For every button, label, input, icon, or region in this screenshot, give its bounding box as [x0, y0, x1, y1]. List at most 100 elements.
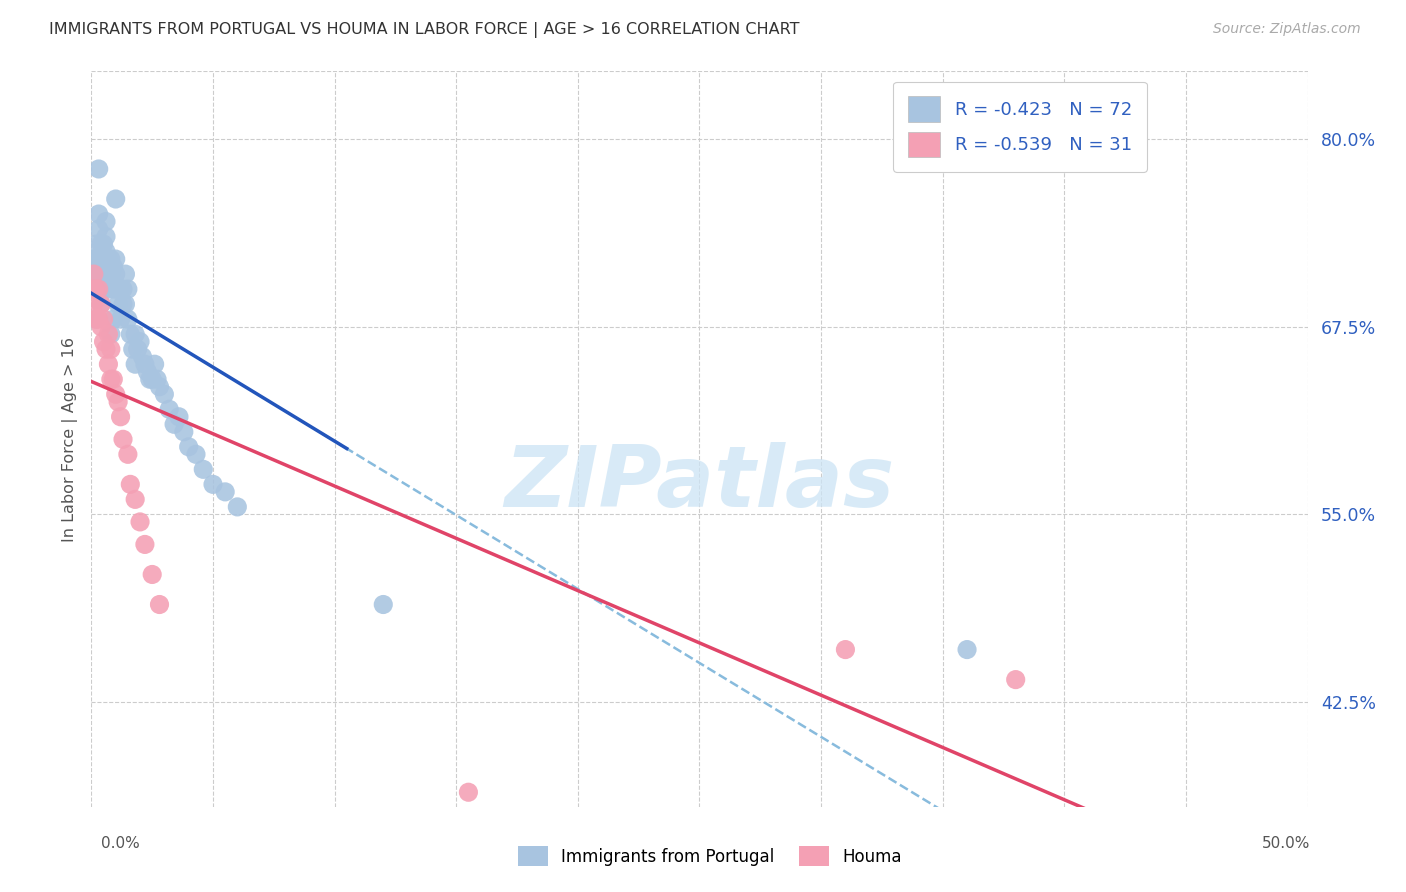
Point [110, 409, 132, 424]
Point [93, 312, 115, 326]
Point [84, 282, 107, 296]
Point [117, 447, 139, 461]
Point [110, 312, 132, 326]
Point [87, 252, 110, 266]
Point [93, 252, 115, 266]
Point [97, 267, 120, 281]
Text: 0.0%: 0.0% [101, 836, 141, 851]
Point [373, 598, 395, 612]
Point [94, 244, 117, 259]
Point [834, 642, 856, 657]
Point [104, 267, 127, 281]
Point [120, 327, 142, 342]
Point [103, 372, 125, 386]
Point [129, 515, 152, 529]
Point [202, 477, 225, 491]
Point [103, 312, 125, 326]
Point [90, 252, 112, 266]
Point [193, 462, 215, 476]
Point [139, 372, 162, 386]
Point [111, 433, 134, 447]
Point [114, 267, 136, 281]
Point [100, 327, 122, 342]
Point [97, 357, 120, 371]
Point [111, 282, 134, 296]
Point [83, 297, 105, 311]
Point [153, 387, 176, 401]
Point [226, 500, 249, 514]
Point [87, 161, 110, 176]
Point [173, 425, 195, 439]
Point [129, 334, 152, 349]
Point [84, 312, 107, 326]
Point [97, 327, 120, 342]
Point [90, 319, 112, 334]
Point [90, 297, 112, 311]
Point [104, 192, 127, 206]
Point [83, 267, 105, 281]
Legend: Immigrants from Portugal, Houma: Immigrants from Portugal, Houma [512, 839, 908, 873]
Point [121, 342, 143, 356]
Point [163, 417, 186, 432]
Point [134, 357, 156, 371]
Point [107, 394, 129, 409]
Point [100, 267, 122, 281]
Point [83, 267, 105, 281]
Point [93, 267, 115, 281]
Point [117, 282, 139, 296]
Text: IMMIGRANTS FROM PORTUGAL VS HOUMA IN LABOR FORCE | AGE > 16 CORRELATION CHART: IMMIGRANTS FROM PORTUGAL VS HOUMA IN LAB… [49, 22, 800, 38]
Point [100, 372, 122, 386]
Point [134, 537, 156, 551]
Point [131, 350, 153, 364]
Point [103, 260, 125, 274]
Point [124, 492, 146, 507]
Point [93, 282, 115, 296]
Point [146, 372, 169, 386]
Point [104, 387, 127, 401]
Point [143, 357, 166, 371]
Point [84, 282, 107, 296]
Point [90, 237, 112, 252]
Point [94, 214, 117, 228]
Point [93, 334, 115, 349]
Text: Source: ZipAtlas.com: Source: ZipAtlas.com [1213, 22, 1361, 37]
Point [124, 357, 146, 371]
Point [157, 402, 180, 417]
Text: ZIPatlas: ZIPatlas [505, 442, 894, 525]
Point [97, 282, 120, 296]
Point [184, 447, 207, 461]
Point [1004, 673, 1026, 687]
Point [87, 312, 110, 326]
Point [97, 252, 120, 266]
Point [117, 312, 139, 326]
Point [100, 342, 122, 356]
Point [87, 267, 110, 281]
Point [104, 252, 127, 266]
Point [167, 409, 190, 424]
Point [136, 365, 159, 379]
Y-axis label: In Labor Force | Age > 16: In Labor Force | Age > 16 [62, 337, 77, 541]
Point [90, 297, 112, 311]
Point [114, 297, 136, 311]
Point [87, 207, 110, 221]
Point [94, 260, 117, 274]
Point [148, 380, 170, 394]
Point [100, 252, 122, 266]
Point [214, 484, 236, 499]
Point [148, 598, 170, 612]
Point [93, 237, 115, 252]
Point [457, 785, 479, 799]
Point [127, 342, 149, 356]
Point [83, 252, 105, 266]
Point [177, 440, 200, 454]
Point [84, 252, 107, 266]
Point [87, 222, 110, 236]
Point [124, 327, 146, 342]
Point [107, 297, 129, 311]
Legend: R = -0.423   N = 72, R = -0.539   N = 31: R = -0.423 N = 72, R = -0.539 N = 31 [893, 82, 1146, 172]
Point [120, 477, 142, 491]
Point [111, 297, 134, 311]
Point [141, 372, 163, 386]
Point [94, 342, 117, 356]
Point [107, 282, 129, 296]
